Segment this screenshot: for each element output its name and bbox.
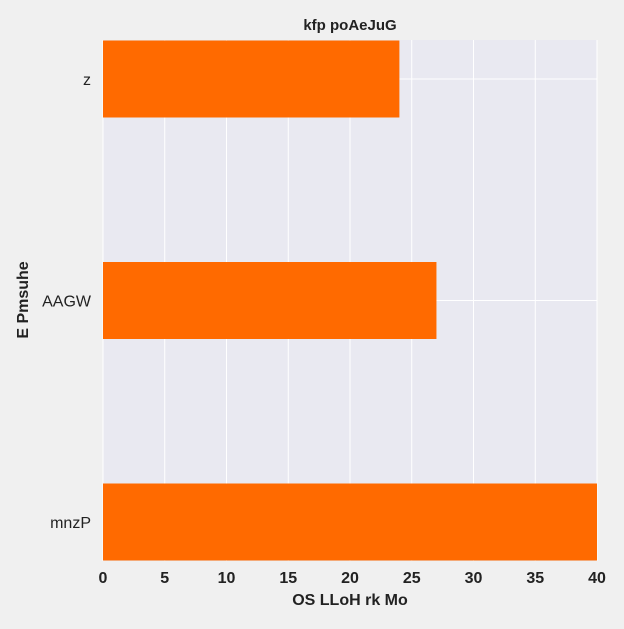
bar-z <box>103 40 400 118</box>
x-tick-label: 35 <box>526 570 544 587</box>
y-tick-label: z <box>83 72 91 89</box>
bars <box>103 40 597 561</box>
x-tick-label: 15 <box>279 570 297 587</box>
x-tick-label: 0 <box>99 570 108 587</box>
x-tick-label: 25 <box>403 570 421 587</box>
chart-title: kfp poAeJuG <box>303 17 396 34</box>
x-tick-label: 40 <box>588 570 606 587</box>
y-tick-label: mnzP <box>50 515 91 532</box>
y-tick-label: AAGW <box>42 294 92 311</box>
y-tick-labels: z AAGW mnzP <box>42 72 92 532</box>
x-tick-label: 20 <box>341 570 359 587</box>
bar-mnzp <box>103 483 597 561</box>
x-tick-label: 10 <box>218 570 236 587</box>
x-axis-label: OS LLoH rk Mo <box>292 592 408 609</box>
x-tick-label: 30 <box>465 570 483 587</box>
bar-aagw <box>103 262 437 339</box>
y-axis-label: E Pmsuhe <box>15 261 32 338</box>
x-tick-labels: 0 5 10 15 20 25 30 35 40 <box>99 570 606 587</box>
x-tick-label: 5 <box>160 570 169 587</box>
